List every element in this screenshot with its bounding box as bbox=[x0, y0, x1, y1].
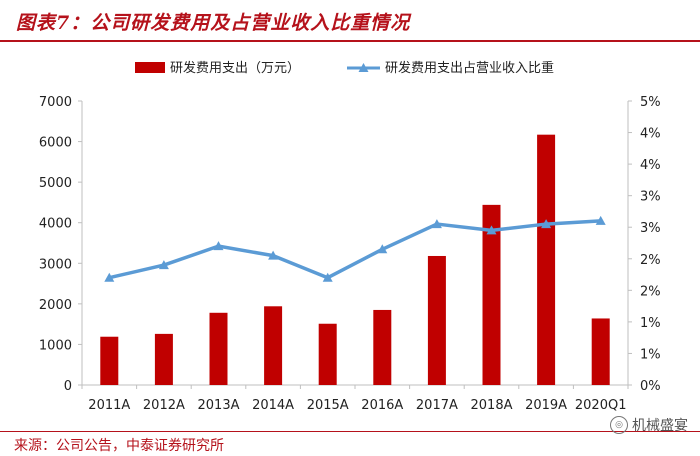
right-tick-label: 4% bbox=[640, 127, 661, 142]
bar bbox=[427, 255, 446, 385]
left-tick-label: 7000 bbox=[39, 95, 72, 110]
legend-line-label: 研发费用支出占营业收入比重 bbox=[385, 60, 554, 76]
left-tick-label: 2000 bbox=[39, 298, 72, 313]
x-tick-label: 2012A bbox=[143, 398, 185, 413]
bar bbox=[591, 318, 610, 385]
right-tick-label: 2% bbox=[640, 253, 661, 268]
line-point bbox=[595, 215, 606, 225]
x-tick-label: 2019A bbox=[525, 398, 567, 413]
bar bbox=[373, 309, 392, 385]
left-tick-label: 1000 bbox=[39, 338, 72, 353]
left-tick-label: 3000 bbox=[39, 257, 72, 272]
bar bbox=[318, 323, 337, 385]
right-tick-label: 3% bbox=[640, 221, 661, 236]
right-tick-label: 1% bbox=[640, 347, 661, 362]
line-point bbox=[377, 244, 388, 254]
x-tick-label: 2020Q1 bbox=[575, 398, 627, 413]
line-point bbox=[268, 250, 279, 260]
line-point bbox=[431, 219, 442, 229]
watermark: ◎ 机械盛宴 bbox=[610, 415, 688, 435]
footer-divider bbox=[0, 431, 700, 432]
right-tick-label: 1% bbox=[640, 316, 661, 331]
left-tick-label: 5000 bbox=[39, 176, 72, 191]
right-tick-label: 2% bbox=[640, 284, 661, 299]
x-tick-label: 2015A bbox=[307, 398, 349, 413]
line-point bbox=[486, 225, 497, 235]
x-tick-label: 2014A bbox=[252, 398, 294, 413]
wechat-icon: ◎ bbox=[610, 416, 628, 434]
right-tick-label: 5% bbox=[640, 95, 661, 110]
legend-bar-swatch bbox=[135, 62, 165, 73]
bar bbox=[100, 336, 119, 385]
right-tick-label: 4% bbox=[640, 158, 661, 173]
x-tick-label: 2016A bbox=[361, 398, 403, 413]
legend: 研发费用支出（万元） 研发费用支出占营业收入比重 bbox=[135, 60, 554, 76]
line-point bbox=[541, 219, 552, 229]
bar bbox=[209, 312, 228, 385]
bar bbox=[537, 134, 556, 385]
line-point bbox=[322, 272, 333, 282]
right-tick-label: 3% bbox=[640, 190, 661, 205]
source-note: 来源：公司公告，中泰证券研究所 bbox=[14, 438, 224, 454]
line-point bbox=[104, 272, 115, 282]
left-tick-label: 0 bbox=[64, 379, 72, 394]
bar bbox=[154, 333, 173, 385]
legend-bar-label: 研发费用支出（万元） bbox=[170, 60, 300, 76]
bar bbox=[482, 204, 501, 385]
combo-chart: 研发费用支出（万元） 研发费用支出占营业收入比重 0 1000 2000 3000 40… bbox=[39, 60, 661, 413]
x-tick-label: 2013A bbox=[198, 398, 240, 413]
title-divider bbox=[0, 40, 700, 42]
watermark-text: 机械盛宴 bbox=[632, 418, 688, 434]
left-tick-label: 6000 bbox=[39, 136, 72, 151]
bar bbox=[264, 306, 283, 385]
x-tick-label: 2011A bbox=[88, 398, 130, 413]
line-point bbox=[213, 241, 224, 251]
right-tick-label: 0% bbox=[640, 379, 661, 394]
line-point bbox=[158, 260, 169, 270]
x-tick-label: 2018A bbox=[471, 398, 513, 413]
chart-title: 图表7：公司研发费用及占营业收入比重情况 bbox=[16, 12, 411, 34]
line-series bbox=[108, 219, 601, 280]
left-tick-label: 4000 bbox=[39, 217, 72, 232]
legend-line-marker bbox=[358, 63, 369, 72]
x-tick-label: 2017A bbox=[416, 398, 458, 413]
